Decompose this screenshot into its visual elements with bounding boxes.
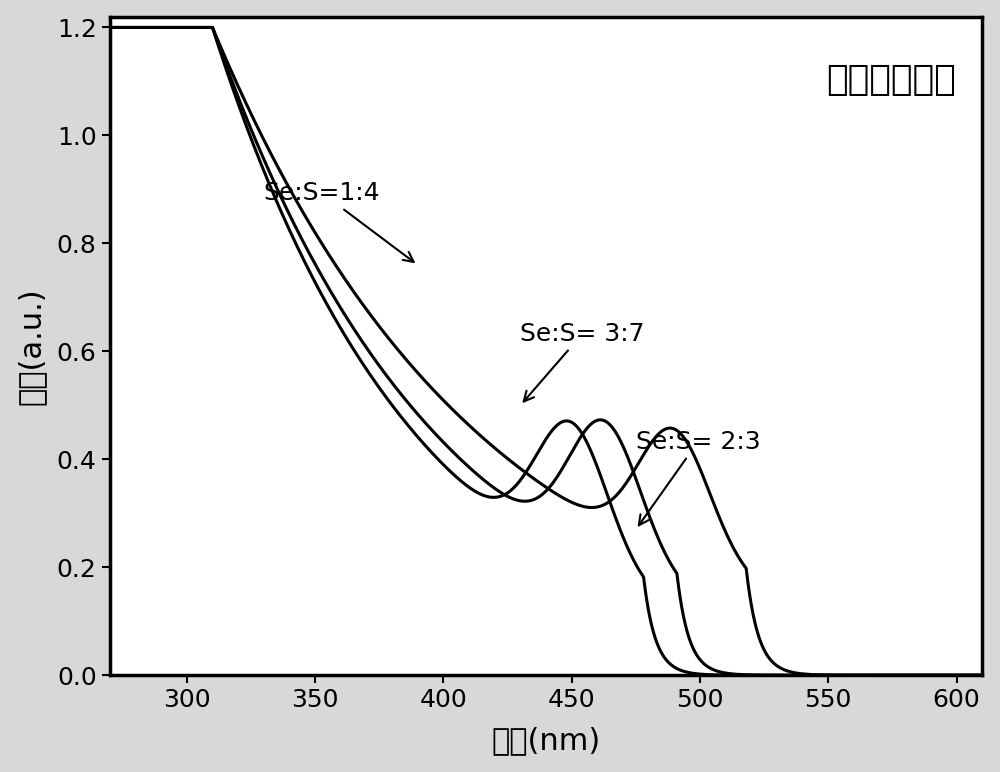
- Text: Se:S= 3:7: Se:S= 3:7: [520, 322, 645, 401]
- Text: Se:S=1:4: Se:S=1:4: [264, 181, 414, 262]
- Y-axis label: 强度(a.u.): 强度(a.u.): [17, 287, 46, 405]
- Text: Se:S= 2:3: Se:S= 2:3: [636, 429, 760, 525]
- Text: 核量子点组成: 核量子点组成: [826, 63, 956, 96]
- X-axis label: 波长(nm): 波长(nm): [491, 726, 601, 755]
